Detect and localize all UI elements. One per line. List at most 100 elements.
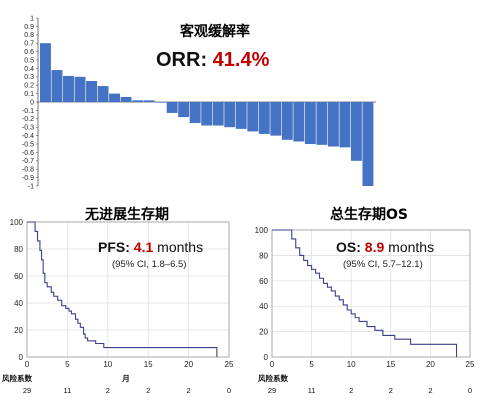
waterfall-bar	[304, 102, 316, 144]
waterfall-panel: 1 0.90.8 0.70.60.5 0.40.3 0.20.10 -0.1-0.2 -0.…	[22, 15, 376, 190]
y-tick-label: 0	[30, 99, 34, 106]
x-tick-label: 5	[309, 360, 314, 369]
y-tick-label: 100	[255, 226, 269, 235]
x-tick-label: 20	[426, 360, 435, 369]
x-tick-label: 10	[103, 360, 112, 369]
pfs-label: PFS	[98, 239, 125, 255]
y-tick-label: -1	[28, 183, 34, 190]
y-tick-label: -0.5	[22, 141, 34, 148]
waterfall-bar	[40, 43, 51, 102]
y-tick-label: 0.9	[24, 24, 34, 31]
os-annotation: OS: 8.9 months	[336, 239, 434, 255]
waterfall-bar	[201, 102, 213, 126]
waterfall-bar	[293, 102, 305, 142]
risk-count: 0	[468, 386, 472, 395]
waterfall-bar	[97, 86, 109, 102]
risk-count: 0	[227, 386, 231, 395]
y-tick-label: 0.2	[24, 83, 34, 90]
y-tick-label: 0.3	[24, 74, 34, 81]
risk-count: 2	[349, 386, 353, 395]
y-tick-label: 20	[14, 326, 23, 335]
plot-frame	[271, 229, 471, 358]
y-tick-label: 40	[259, 302, 268, 311]
y-tick-label: 60	[14, 272, 23, 281]
pfs-x-label: 月	[121, 374, 130, 383]
waterfall-bar	[178, 102, 190, 118]
y-tick-label: 0.8	[24, 32, 34, 39]
risk-count: 11	[308, 386, 316, 395]
waterfall-bar	[281, 102, 293, 140]
waterfall-bar	[120, 96, 132, 102]
pfs-unit: months	[157, 239, 203, 255]
orr-label: ORR	[156, 49, 201, 71]
os-km-plot: 0 5 10 15 20 25 100 80 60 40 20 0	[255, 226, 475, 369]
x-tick-label: 10	[347, 360, 356, 369]
y-tick-label: -0.9	[22, 175, 34, 182]
y-tick-label: -0.7	[22, 158, 34, 165]
orr-colon: :	[200, 49, 212, 71]
os-risk-counts: 29 11 2 2 2 0	[268, 386, 472, 395]
risk-count: 2	[428, 386, 432, 395]
risk-count: 2	[106, 386, 110, 395]
y-tick-label: 20	[259, 328, 268, 337]
y-tick-label: 0.7	[24, 41, 34, 48]
waterfall-bar	[189, 102, 201, 123]
pfs-km-plot: 0 5 10 15 20 25 100 80 60 40 20 0	[10, 218, 234, 369]
y-tick-label: 40	[14, 299, 23, 308]
x-tick-label: 0	[25, 360, 30, 369]
os-ci: (95% CI, 5.7–12.1)	[343, 259, 423, 270]
y-tick-label: -0.2	[22, 116, 34, 123]
os-title: 总生存期OS	[330, 206, 408, 223]
waterfall-bar	[51, 70, 63, 102]
y-tick-label: -0.6	[22, 150, 34, 157]
y-tick-label: -0.4	[22, 133, 34, 140]
y-tick-label: 0	[19, 353, 24, 362]
pfs-title: 无进展生存期	[84, 206, 169, 223]
x-tick-label: 15	[144, 360, 153, 369]
pfs-value: 4.1	[134, 239, 154, 255]
y-tick-label: 60	[259, 277, 268, 286]
y-tick-label: 1	[30, 15, 34, 22]
waterfall-bar	[86, 81, 97, 102]
waterfall-bar	[224, 102, 236, 128]
waterfall-bar	[109, 93, 121, 102]
risk-count: 2	[187, 386, 191, 395]
waterfall-bar	[155, 102, 167, 103]
waterfall-bar	[270, 102, 282, 136]
waterfall-bars	[40, 43, 374, 186]
waterfall-bar	[339, 102, 351, 148]
x-tick-label: 0	[270, 360, 275, 369]
y-tick-label: -0.8	[22, 167, 34, 174]
y-tick-label: 80	[259, 251, 268, 260]
os-label: OS	[336, 239, 356, 255]
y-tick-label: -0.3	[22, 125, 34, 132]
waterfall-bar	[166, 102, 178, 113]
pfs-annotation: PFS: 4.1 months	[98, 239, 203, 255]
os-value: 8.9	[365, 239, 385, 255]
waterfall-bar	[235, 102, 247, 129]
waterfall-bar	[350, 102, 362, 161]
waterfall-bar	[74, 76, 86, 102]
y-tick-label: 80	[14, 245, 23, 254]
y-tick-label: 0.1	[24, 91, 34, 98]
pfs-ci: (95% CI, 1.8–6.5)	[112, 259, 186, 270]
waterfall-bar	[63, 75, 74, 102]
orr-value: 41.4%	[213, 49, 270, 71]
waterfall-bar	[247, 102, 259, 132]
orr-annotation: ORR: 41.4%	[156, 49, 270, 71]
waterfall-bar	[258, 102, 270, 134]
waterfall-bar	[143, 100, 155, 102]
risk-count: 11	[64, 386, 72, 395]
waterfall-bar	[132, 100, 144, 102]
x-tick-label: 20	[184, 360, 193, 369]
pfs-risk-label: 风险系数	[2, 373, 32, 383]
waterfall-bar	[316, 102, 328, 145]
x-tick-label: 15	[386, 360, 395, 369]
waterfall-bar	[327, 102, 339, 147]
risk-count: 2	[389, 386, 393, 395]
pfs-risk-counts: 29 11 2 2 2 0	[23, 386, 231, 395]
risk-count: 2	[146, 386, 150, 395]
y-tick-label: 0	[264, 353, 269, 362]
